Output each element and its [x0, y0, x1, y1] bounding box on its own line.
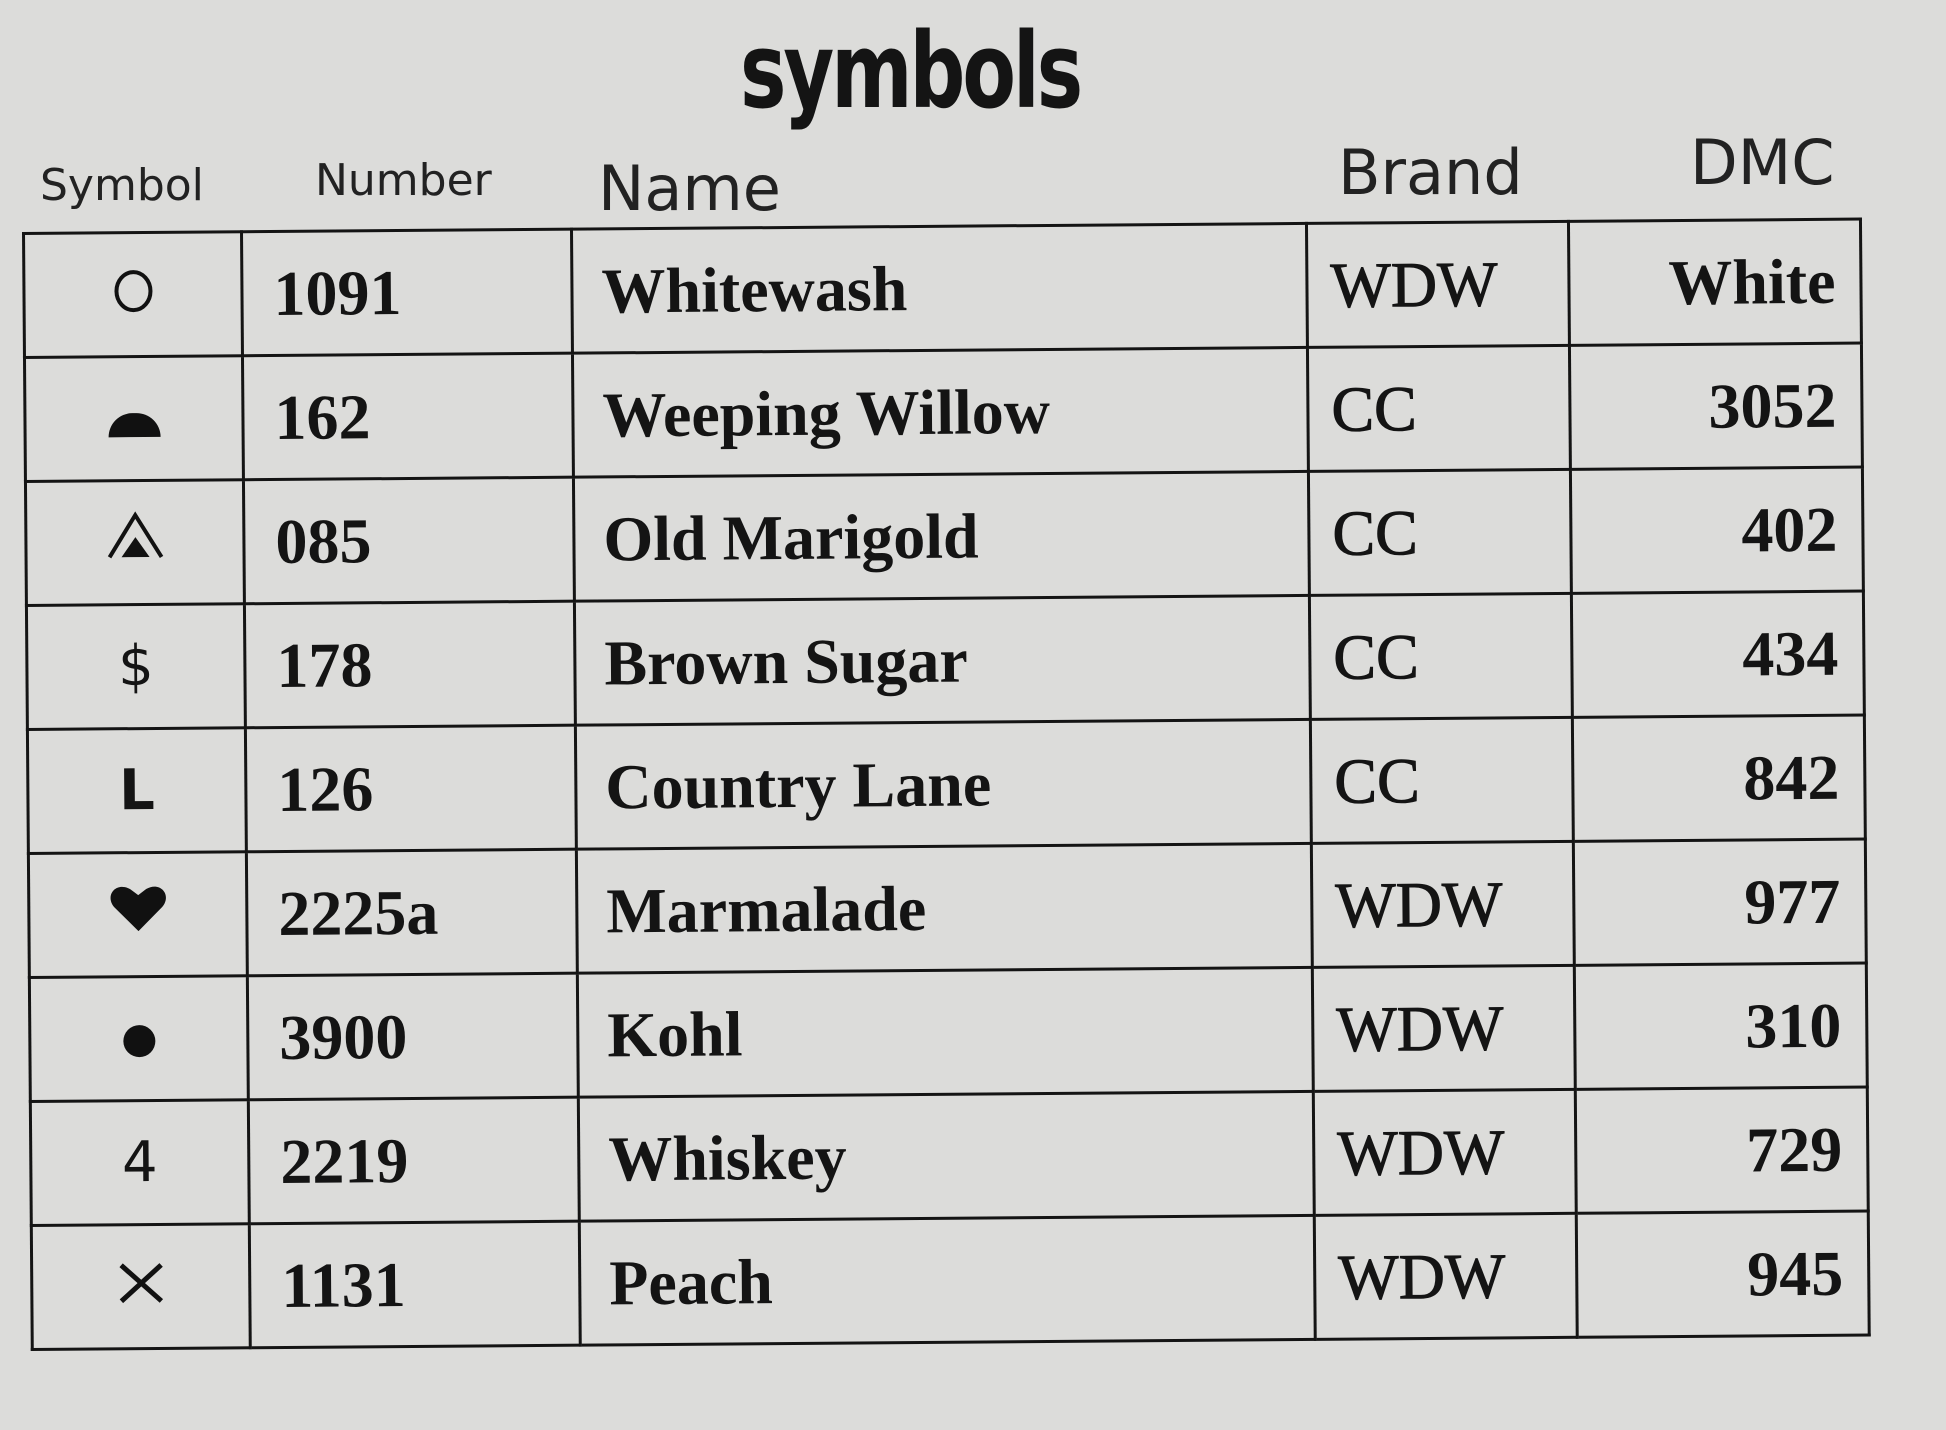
dmc-cell: 977 — [1573, 839, 1867, 966]
symbol-cell — [28, 851, 248, 978]
number-cell: 3900 — [247, 973, 579, 1100]
number-cell: 1131 — [249, 1221, 581, 1348]
name-cell: Country Lane — [575, 719, 1312, 850]
table-row: $178 Brown Sugar CC 434 — [26, 591, 1865, 730]
dmc-cell: 729 — [1575, 1087, 1869, 1214]
brand-cell: CC — [1307, 345, 1571, 472]
header-name: Name — [598, 152, 781, 225]
name-cell: Old Marigold — [573, 471, 1310, 602]
symbols-table: 1091 Whitewash WDW White 162 Weeping Willow CC… — [22, 218, 1871, 1351]
number-cell: 085 — [243, 477, 575, 604]
number-cell: 126 — [245, 725, 577, 852]
header-symbol: Symbol — [40, 160, 204, 211]
nested-triangle-icon — [105, 510, 166, 575]
number-cell: 2219 — [248, 1097, 580, 1224]
name-cell: Marmalade — [576, 843, 1313, 974]
name-cell: Brown Sugar — [574, 595, 1311, 726]
table-row: 2225a Marmalade WDW 977 — [28, 839, 1867, 978]
table-row: 1091 Whitewash WDW White — [23, 219, 1862, 358]
number-cell: 178 — [244, 601, 576, 728]
name-cell: Weeping Willow — [572, 347, 1309, 478]
table-row: 4 2219 Whiskey WDW 729 — [30, 1087, 1869, 1226]
table-row: 3900 Kohl WDW 310 — [29, 963, 1868, 1102]
symbol-cell — [25, 479, 245, 606]
cross-icon — [117, 1254, 166, 1319]
dmc-cell: White — [1568, 219, 1862, 346]
brand-cell: CC — [1308, 469, 1572, 596]
half-circle-icon — [107, 386, 161, 451]
brand-cell: WDW — [1312, 965, 1576, 1092]
dmc-cell: 842 — [1572, 715, 1866, 842]
symbol-cell — [29, 975, 249, 1102]
four-icon: 4 — [121, 1129, 158, 1196]
number-cell: 2225a — [246, 849, 578, 976]
dmc-cell: 434 — [1571, 591, 1865, 718]
table-row: L 126 Country Lane CC 842 — [27, 715, 1866, 854]
name-cell: Peach — [579, 1215, 1316, 1346]
table-row: 162 Weeping Willow CC 3052 — [24, 343, 1863, 482]
symbol-cell — [23, 231, 243, 358]
header-dmc: DMC — [1690, 126, 1835, 199]
brand-cell: WDW — [1314, 1213, 1578, 1340]
symbol-cell: L — [27, 727, 247, 854]
dmc-cell: 402 — [1570, 467, 1864, 594]
name-cell: Kohl — [577, 967, 1314, 1098]
brand-cell: CC — [1309, 593, 1573, 720]
name-cell: Whiskey — [578, 1091, 1315, 1222]
dmc-cell: 3052 — [1569, 343, 1863, 470]
number-cell: 162 — [242, 353, 574, 480]
circle-outline-icon — [111, 262, 156, 327]
page-title: symbols — [740, 10, 1083, 132]
table-row: 085 Old Marigold CC 402 — [25, 467, 1864, 606]
heart-icon — [108, 882, 169, 947]
brand-cell: WDW — [1311, 841, 1575, 968]
brand-cell: CC — [1310, 717, 1574, 844]
symbol-cell — [31, 1223, 251, 1350]
symbol-cell — [24, 355, 244, 482]
letter-l-icon: L — [118, 757, 155, 824]
table-row: 1131 Peach WDW 945 — [31, 1211, 1870, 1350]
dmc-cell: 945 — [1576, 1211, 1870, 1338]
symbol-cell: 4 — [30, 1099, 250, 1226]
number-cell: 1091 — [241, 229, 573, 356]
dot-icon — [122, 1006, 156, 1071]
name-cell: Whitewash — [571, 223, 1308, 354]
brand-cell: WDW — [1313, 1089, 1577, 1216]
header-number: Number — [315, 155, 492, 206]
dmc-cell: 310 — [1574, 963, 1868, 1090]
dollar-icon: $ — [117, 633, 154, 700]
brand-cell: WDW — [1306, 221, 1570, 348]
header-brand: Brand — [1338, 136, 1523, 209]
symbol-cell: $ — [26, 603, 246, 730]
